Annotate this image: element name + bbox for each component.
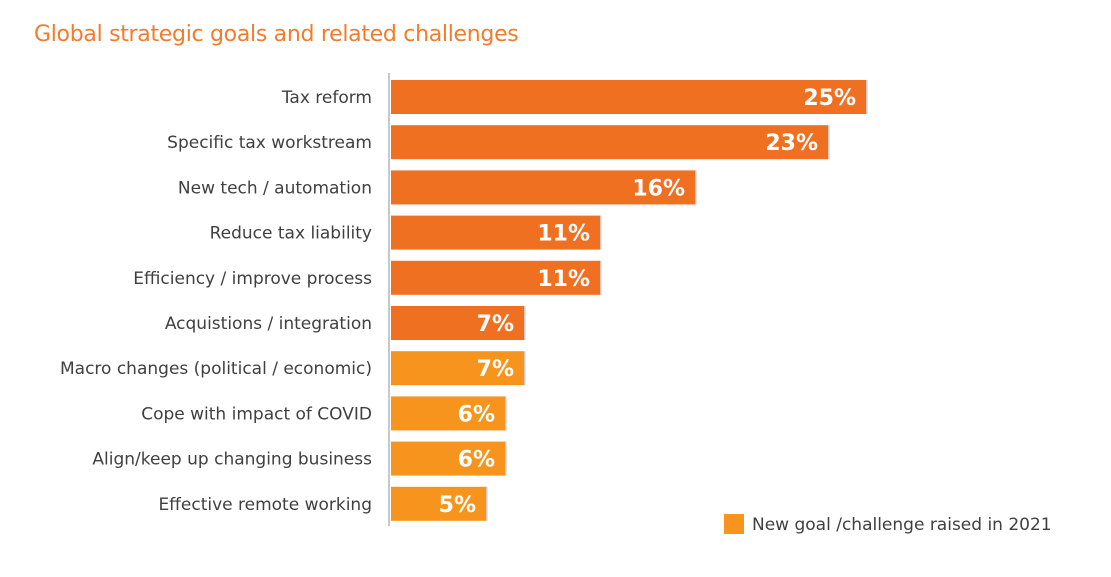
value-label: 11% — [537, 222, 590, 247]
category-label: Effective remote working — [158, 495, 372, 515]
bar-10 — [391, 486, 486, 521]
value-label: 16% — [632, 176, 685, 201]
bar-shadow-1 — [866, 80, 868, 114]
value-label: 6% — [458, 448, 495, 473]
bar-shadow-5 — [600, 260, 602, 295]
category-label: New tech / automation — [178, 178, 372, 198]
value-label: 7% — [477, 357, 514, 382]
chart-title: Global strategic goals and related chall… — [34, 22, 519, 47]
bar-shadow-7 — [524, 351, 526, 386]
category-label: Acquistions / integration — [165, 314, 372, 334]
bar-7 — [391, 351, 524, 386]
legend-label: New goal /challenge raised in 2021 — [752, 515, 1052, 535]
bar-2 — [391, 125, 828, 160]
bar-shadow-8 — [505, 396, 507, 431]
value-label: 11% — [537, 267, 590, 292]
bar-5 — [391, 260, 600, 295]
bar-9 — [391, 441, 505, 476]
category-label: Efficiency / improve process — [133, 269, 372, 289]
value-label: 7% — [477, 312, 514, 337]
bar-4 — [391, 215, 600, 250]
bar-1 — [391, 80, 866, 114]
category-label: Cope with impact of COVID — [141, 404, 372, 424]
category-label: Macro changes (political / economic) — [60, 359, 372, 379]
value-label: 23% — [765, 131, 818, 156]
bar-shadow-6 — [524, 306, 526, 340]
category-label: Tax reform — [281, 88, 372, 108]
value-label: 6% — [458, 402, 495, 427]
bar-6 — [391, 306, 524, 340]
bar-shadow-9 — [505, 441, 507, 476]
value-label: 25% — [803, 86, 856, 111]
value-label: 5% — [439, 493, 476, 518]
bar-shadow-3 — [695, 170, 697, 205]
bar-3 — [391, 170, 695, 205]
bar-shadow-2 — [828, 125, 830, 160]
category-label: Reduce tax liability — [210, 224, 372, 244]
bar-8 — [391, 396, 505, 431]
bar-shadow-4 — [600, 215, 602, 250]
legend-swatch — [724, 514, 744, 534]
category-label: Specific tax workstream — [167, 133, 372, 153]
bar-shadow-10 — [486, 486, 488, 521]
category-label: Align/keep up changing business — [92, 450, 372, 470]
